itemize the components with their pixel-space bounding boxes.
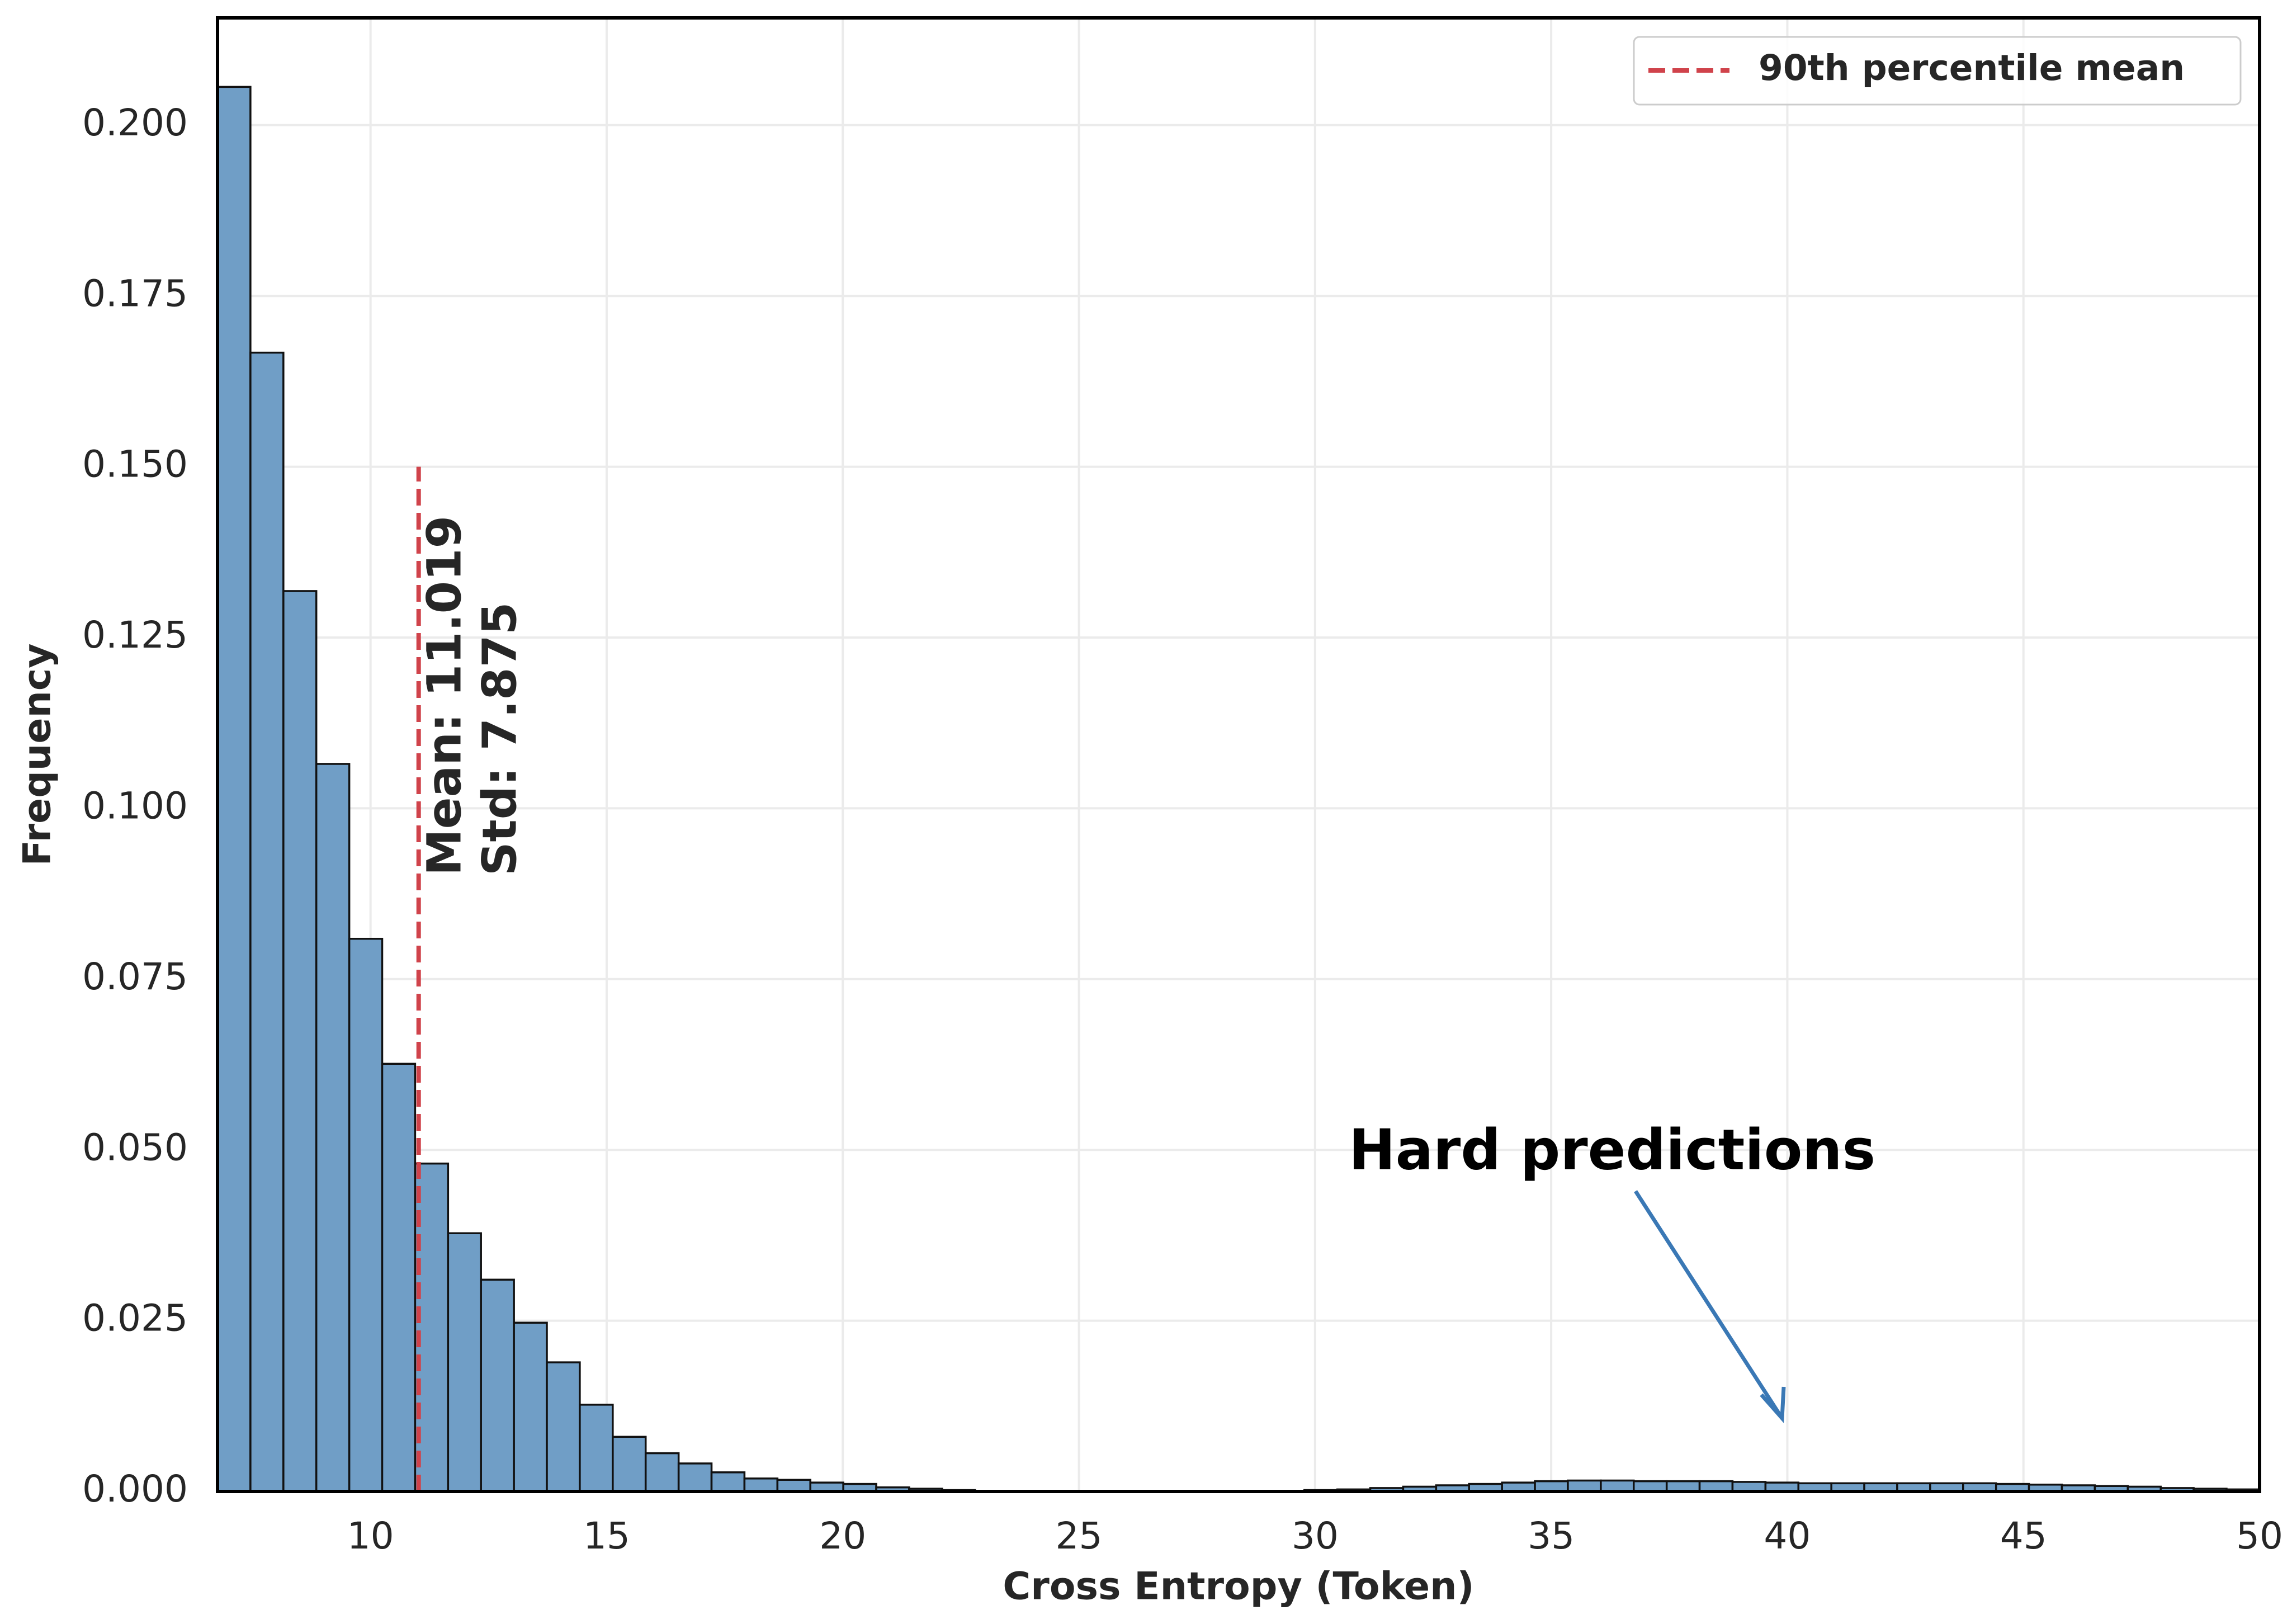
y-tick-label: 0.100 (82, 784, 188, 827)
y-tick-label: 0.050 (82, 1126, 188, 1169)
x-tick-label: 15 (583, 1514, 630, 1557)
histogram-bar (447, 1232, 482, 1493)
y-tick-label: 0.200 (82, 101, 188, 144)
x-tick-label: 20 (819, 1514, 866, 1557)
legend-label: 90th percentile mean (1759, 48, 2185, 88)
histogram-bar (743, 1477, 779, 1493)
histogram-bar (776, 1479, 811, 1493)
histogram-bar (348, 937, 384, 1493)
stat-text: Std: 7.875 (472, 602, 527, 876)
histogram-bar (216, 86, 252, 1493)
histogram-bar (710, 1471, 746, 1493)
x-tick-label: 25 (1056, 1514, 1103, 1557)
annotation-text: Hard predictions (1349, 1117, 1875, 1182)
x-tick-label: 10 (347, 1514, 394, 1557)
histogram-bar (381, 1063, 417, 1493)
x-tick-label: 50 (2236, 1514, 2283, 1557)
histogram-bar (480, 1278, 515, 1493)
histogram-bar (513, 1321, 548, 1493)
annotation-arrow (1634, 1190, 1784, 1419)
histogram-bar (677, 1462, 713, 1493)
x-tick-label: 40 (1764, 1514, 1811, 1557)
x-tick-label: 45 (2000, 1514, 2047, 1557)
histogram-bar (579, 1404, 614, 1493)
stat-text: Mean: 11.019 (417, 516, 472, 876)
y-tick-label: 0.025 (82, 1297, 188, 1340)
histogram-bar (249, 351, 285, 1493)
y-tick-label: 0.000 (82, 1467, 188, 1510)
x-tick-label: 30 (1292, 1514, 1339, 1557)
y-tick-label: 0.125 (82, 613, 188, 657)
y-axis-label: Frequency (16, 643, 60, 866)
histogram-bar (282, 590, 318, 1493)
legend-box (1633, 36, 2242, 106)
histogram-bar (612, 1436, 647, 1493)
plot-frame (216, 16, 2261, 1493)
histogram-bar (315, 763, 351, 1493)
y-tick-label: 0.075 (82, 955, 188, 998)
arrow-head (1760, 1386, 1786, 1423)
histogram-bar (644, 1452, 680, 1493)
histogram-bar (546, 1361, 581, 1493)
x-axis-label: Cross Entropy (Token) (1003, 1565, 1474, 1609)
legend: 90th percentile mean (1633, 36, 2242, 106)
y-tick-label: 0.175 (82, 272, 188, 315)
y-tick-label: 0.150 (82, 443, 188, 486)
x-tick-label: 35 (1528, 1514, 1575, 1557)
